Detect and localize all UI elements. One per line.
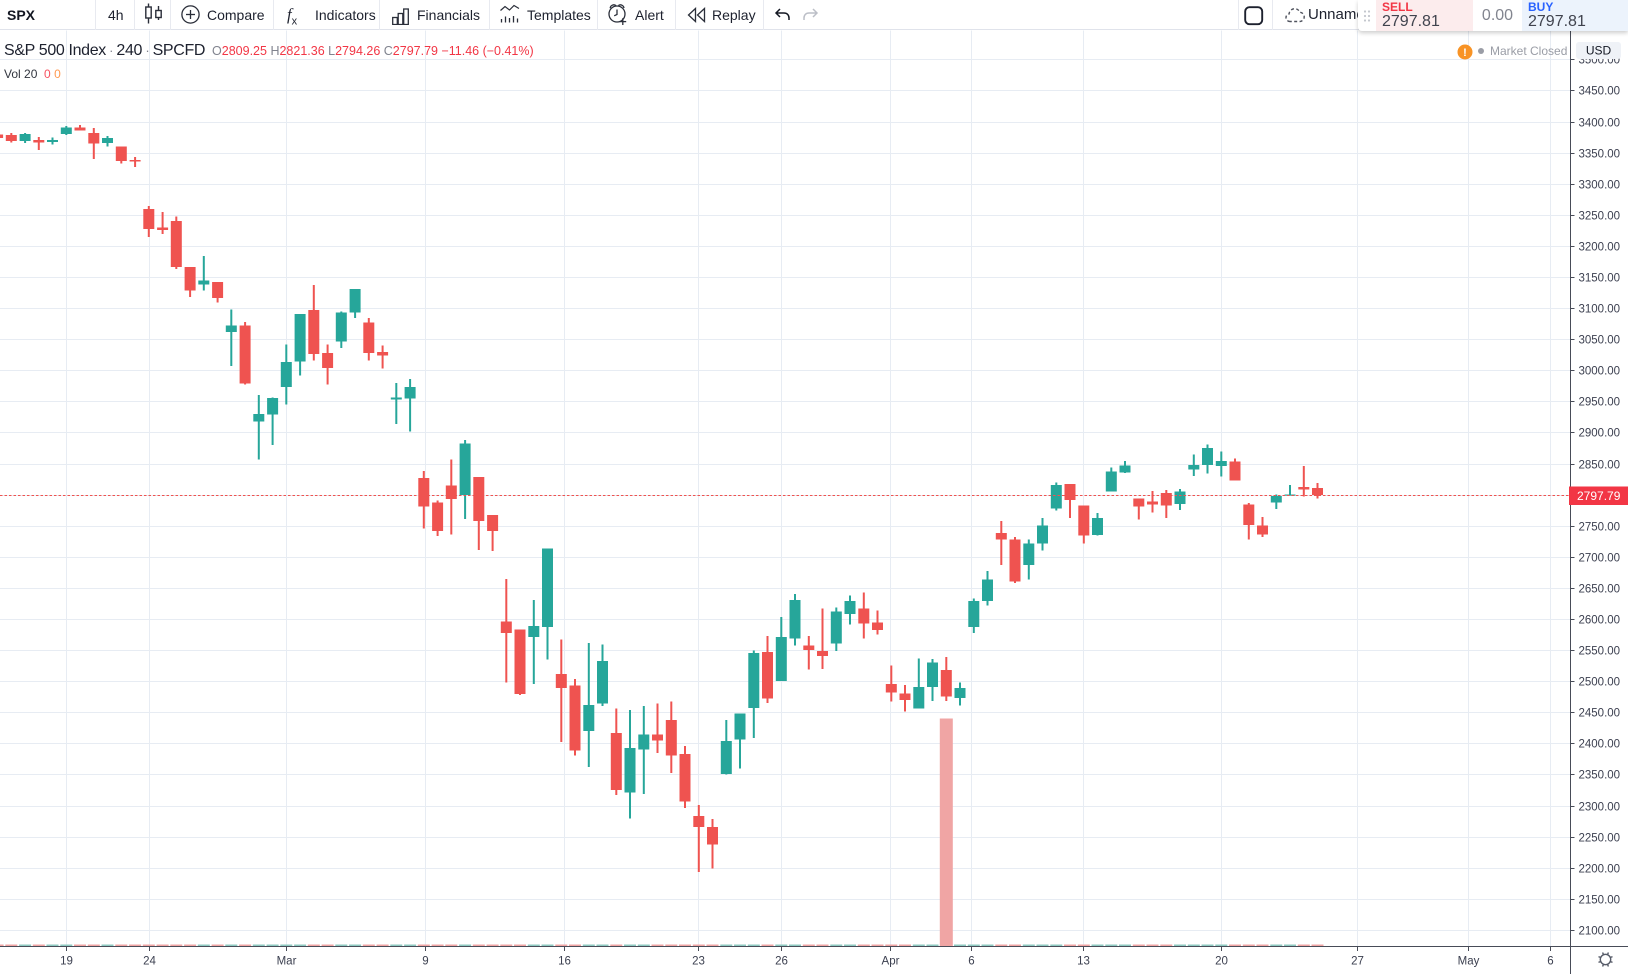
svg-text:3300.00: 3300.00 [1579, 180, 1621, 192]
svg-text:2550.00: 2550.00 [1579, 646, 1621, 658]
svg-text:3200.00: 3200.00 [1579, 242, 1621, 254]
svg-text:27: 27 [1351, 956, 1364, 968]
svg-text:2150.00: 2150.00 [1579, 895, 1621, 907]
svg-text:2250.00: 2250.00 [1579, 833, 1621, 845]
svg-text:2950.00: 2950.00 [1579, 397, 1621, 409]
svg-text:3350.00: 3350.00 [1579, 149, 1621, 161]
svg-text:24: 24 [143, 956, 156, 968]
svg-text:2600.00: 2600.00 [1579, 615, 1621, 627]
svg-text:3100.00: 3100.00 [1579, 304, 1621, 316]
svg-text:3150.00: 3150.00 [1579, 273, 1621, 285]
svg-text:3000.00: 3000.00 [1579, 366, 1621, 378]
svg-text:2700.00: 2700.00 [1579, 553, 1621, 565]
svg-text:9: 9 [422, 956, 428, 968]
svg-text:2650.00: 2650.00 [1579, 584, 1621, 596]
svg-text:26: 26 [775, 956, 788, 968]
svg-text:6: 6 [1547, 956, 1553, 968]
svg-text:23: 23 [692, 956, 705, 968]
svg-text:19: 19 [60, 956, 73, 968]
svg-text:2500.00: 2500.00 [1579, 677, 1621, 689]
svg-text:!: ! [1463, 47, 1467, 59]
svg-text:3250.00: 3250.00 [1579, 211, 1621, 223]
svg-text:20: 20 [1215, 956, 1228, 968]
svg-text:2400.00: 2400.00 [1579, 739, 1621, 751]
svg-text:2750.00: 2750.00 [1579, 522, 1621, 534]
svg-text:16: 16 [558, 956, 571, 968]
svg-text:2450.00: 2450.00 [1579, 708, 1621, 720]
svg-text:Apr: Apr [882, 956, 900, 968]
svg-text:3450.00: 3450.00 [1579, 86, 1621, 98]
svg-text:2797.79: 2797.79 [1577, 489, 1621, 503]
svg-text:2100.00: 2100.00 [1579, 926, 1621, 938]
svg-text:3050.00: 3050.00 [1579, 335, 1621, 347]
svg-text:6: 6 [968, 956, 974, 968]
svg-text:Mar: Mar [277, 956, 297, 968]
svg-text:2200.00: 2200.00 [1579, 864, 1621, 876]
svg-text:2350.00: 2350.00 [1579, 770, 1621, 782]
svg-text:3400.00: 3400.00 [1579, 118, 1621, 130]
svg-text:2900.00: 2900.00 [1579, 428, 1621, 440]
svg-text:2850.00: 2850.00 [1579, 460, 1621, 472]
svg-text:May: May [1458, 956, 1480, 968]
svg-text:USD: USD [1586, 44, 1612, 58]
svg-text:2300.00: 2300.00 [1579, 802, 1621, 814]
svg-text:13: 13 [1077, 956, 1090, 968]
